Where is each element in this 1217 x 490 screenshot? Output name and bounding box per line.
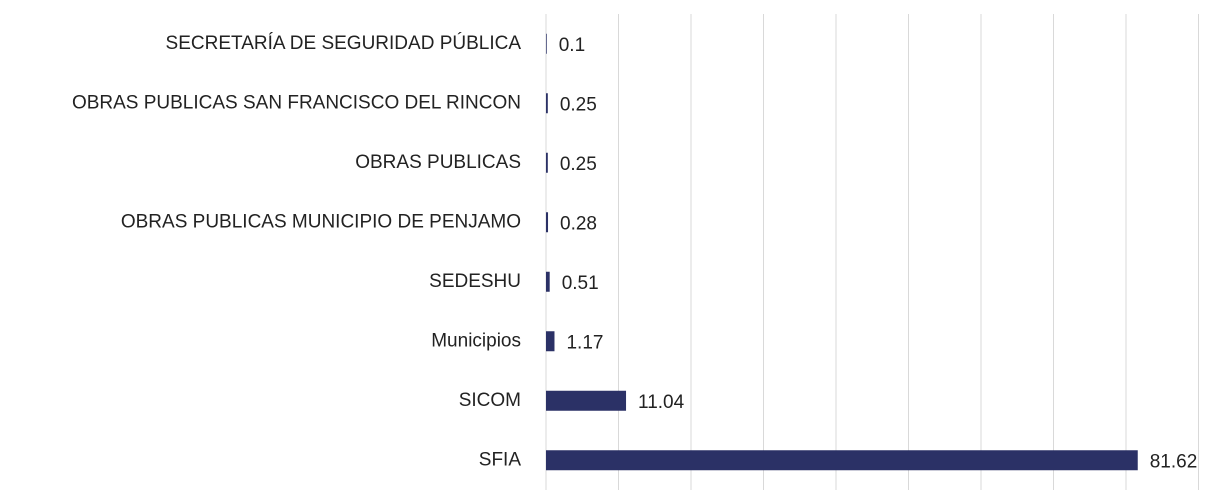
value-label: 11.04 [638,392,685,413]
value-label: 0.28 [560,213,597,234]
bar [546,33,547,54]
bar [546,212,549,233]
y-tick-label: OBRAS PUBLICAS MUNICIPIO DE PENJAMO [121,211,521,232]
value-label: 0.25 [560,94,597,115]
y-tick-label: SEDESHU [429,271,521,292]
value-label: 1.17 [566,332,603,353]
y-tick-label: SICOM [459,390,521,411]
value-label: 0.25 [560,154,597,175]
bar [546,271,550,292]
y-tick-label: SECRETARÍA DE SEGURIDAD PÚBLICA [166,32,522,54]
value-label: 81.62 [1150,451,1198,472]
bar [546,390,627,411]
value-label: 0.51 [562,273,599,294]
y-tick-label: OBRAS PUBLICAS SAN FRANCISCO DEL RINCON [72,92,521,113]
bar [546,331,555,352]
y-tick-label: SFIA [479,449,522,470]
value-label: 0.1 [559,35,585,56]
bar [546,450,1138,471]
y-tick-label: Municipios [431,330,521,351]
y-tick-label: OBRAS PUBLICAS [355,152,521,173]
bar [546,93,548,114]
bar [546,152,548,173]
